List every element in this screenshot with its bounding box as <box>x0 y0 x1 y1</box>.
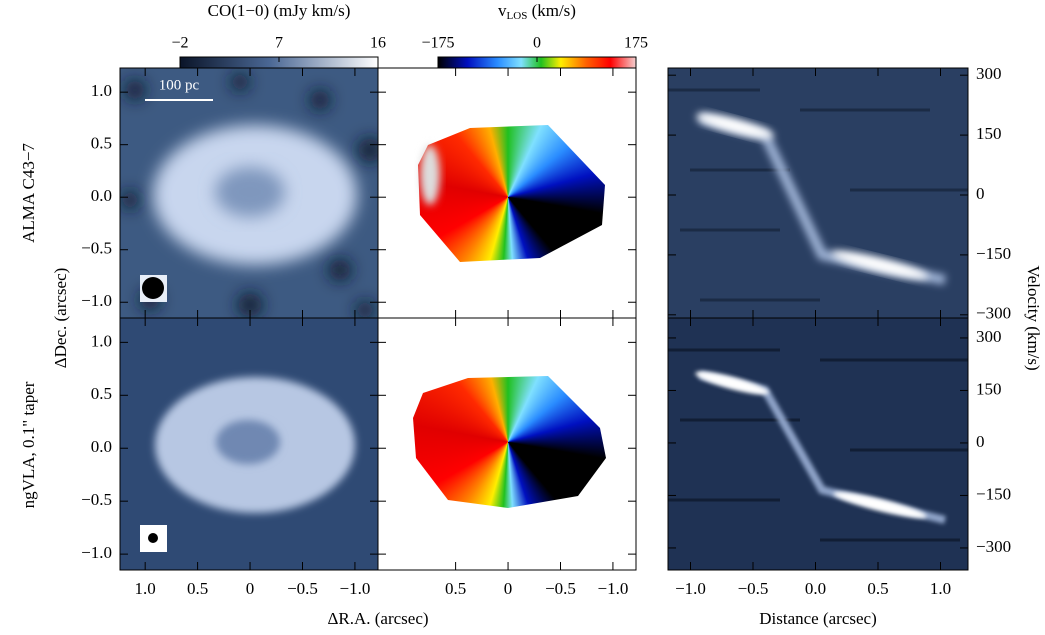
colorbar-tick-label: −2 <box>171 35 188 52</box>
colorbar-tick-label: −175 <box>421 35 454 52</box>
y-tick-label: −150 <box>976 244 1011 263</box>
x-tick-label: 0 <box>246 579 255 598</box>
x-tick-label: 0.5 <box>867 579 888 598</box>
x-tick-label: −0.5 <box>287 579 318 598</box>
y-tick-label: 150 <box>976 379 1002 398</box>
velocity-image <box>418 125 605 262</box>
x-axis-label: Distance (arcsec) <box>759 609 877 628</box>
panel-frame <box>667 317 969 571</box>
row-label: ALMA C43−7 <box>19 143 38 243</box>
x-tick-label: 0.0 <box>805 579 826 598</box>
x-tick-label: −1.0 <box>675 579 706 598</box>
y-tick-label: −1.0 <box>81 543 112 562</box>
y-tick-label: 0 <box>976 432 985 451</box>
colorbar-tick-label: 16 <box>370 35 386 52</box>
map-image <box>120 318 378 570</box>
y-tick-label: 0.0 <box>91 437 112 456</box>
y-tick-label: 0 <box>976 184 985 203</box>
y-axis-label: ΔDec. (arcsec) <box>51 268 70 369</box>
y-tick-label: 1.0 <box>91 331 112 350</box>
y-tick-label: 150 <box>976 124 1002 143</box>
pv-image <box>668 68 968 318</box>
y-tick-label: 300 <box>976 327 1002 346</box>
colorbar-tick-label: 175 <box>624 35 648 52</box>
x-tick-label: 0 <box>504 579 513 598</box>
y-tick-label: 0.5 <box>91 384 112 403</box>
label-rest: (km/s) <box>527 1 576 20</box>
y-tick-label: −300 <box>976 304 1011 323</box>
panel-frame <box>377 317 637 571</box>
y-tick-label: −300 <box>976 537 1011 556</box>
y-tick-label: 0.0 <box>91 186 112 205</box>
y-tick-label: 0.5 <box>91 134 112 153</box>
velocity-image <box>413 376 606 508</box>
x-axis-label: ΔR.A. (arcsec) <box>327 609 428 628</box>
y-tick-label: 300 <box>976 64 1002 83</box>
scalebar-label: 100 pc <box>159 77 200 93</box>
x-tick-label: 1.0 <box>135 579 156 598</box>
x-tick-label: −0.5 <box>738 579 769 598</box>
label-subscript: LOS <box>507 10 528 22</box>
label-main: v <box>498 1 507 20</box>
y-tick-label: −0.5 <box>81 490 112 509</box>
row-label: ngVLA, 0.1" taper <box>19 381 38 508</box>
colorbar-title: vLOS (km/s) <box>498 1 576 22</box>
y-axis-label: Velocity (km/s) <box>1024 265 1043 370</box>
x-tick-label: −0.5 <box>545 579 576 598</box>
y-tick-label: 1.0 <box>91 81 112 100</box>
y-tick-label: −150 <box>976 484 1011 503</box>
x-tick-label: 1.0 <box>930 579 951 598</box>
y-tick-label: −0.5 <box>81 239 112 258</box>
x-tick-label: 0.5 <box>445 579 466 598</box>
pv-image <box>668 318 968 570</box>
colorbar-tick-label: 7 <box>275 35 283 52</box>
x-tick-label: −1.0 <box>340 579 371 598</box>
velocity-shade <box>420 145 440 205</box>
x-tick-label: 0.5 <box>187 579 208 598</box>
colorbar-title: CO(1−0) (mJy km/s) <box>208 1 351 20</box>
map-image: 100 pc <box>120 68 378 318</box>
x-tick-label: −1.0 <box>598 579 629 598</box>
colorbar-tick-label: 0 <box>533 35 541 52</box>
y-tick-label: −1.0 <box>81 291 112 310</box>
